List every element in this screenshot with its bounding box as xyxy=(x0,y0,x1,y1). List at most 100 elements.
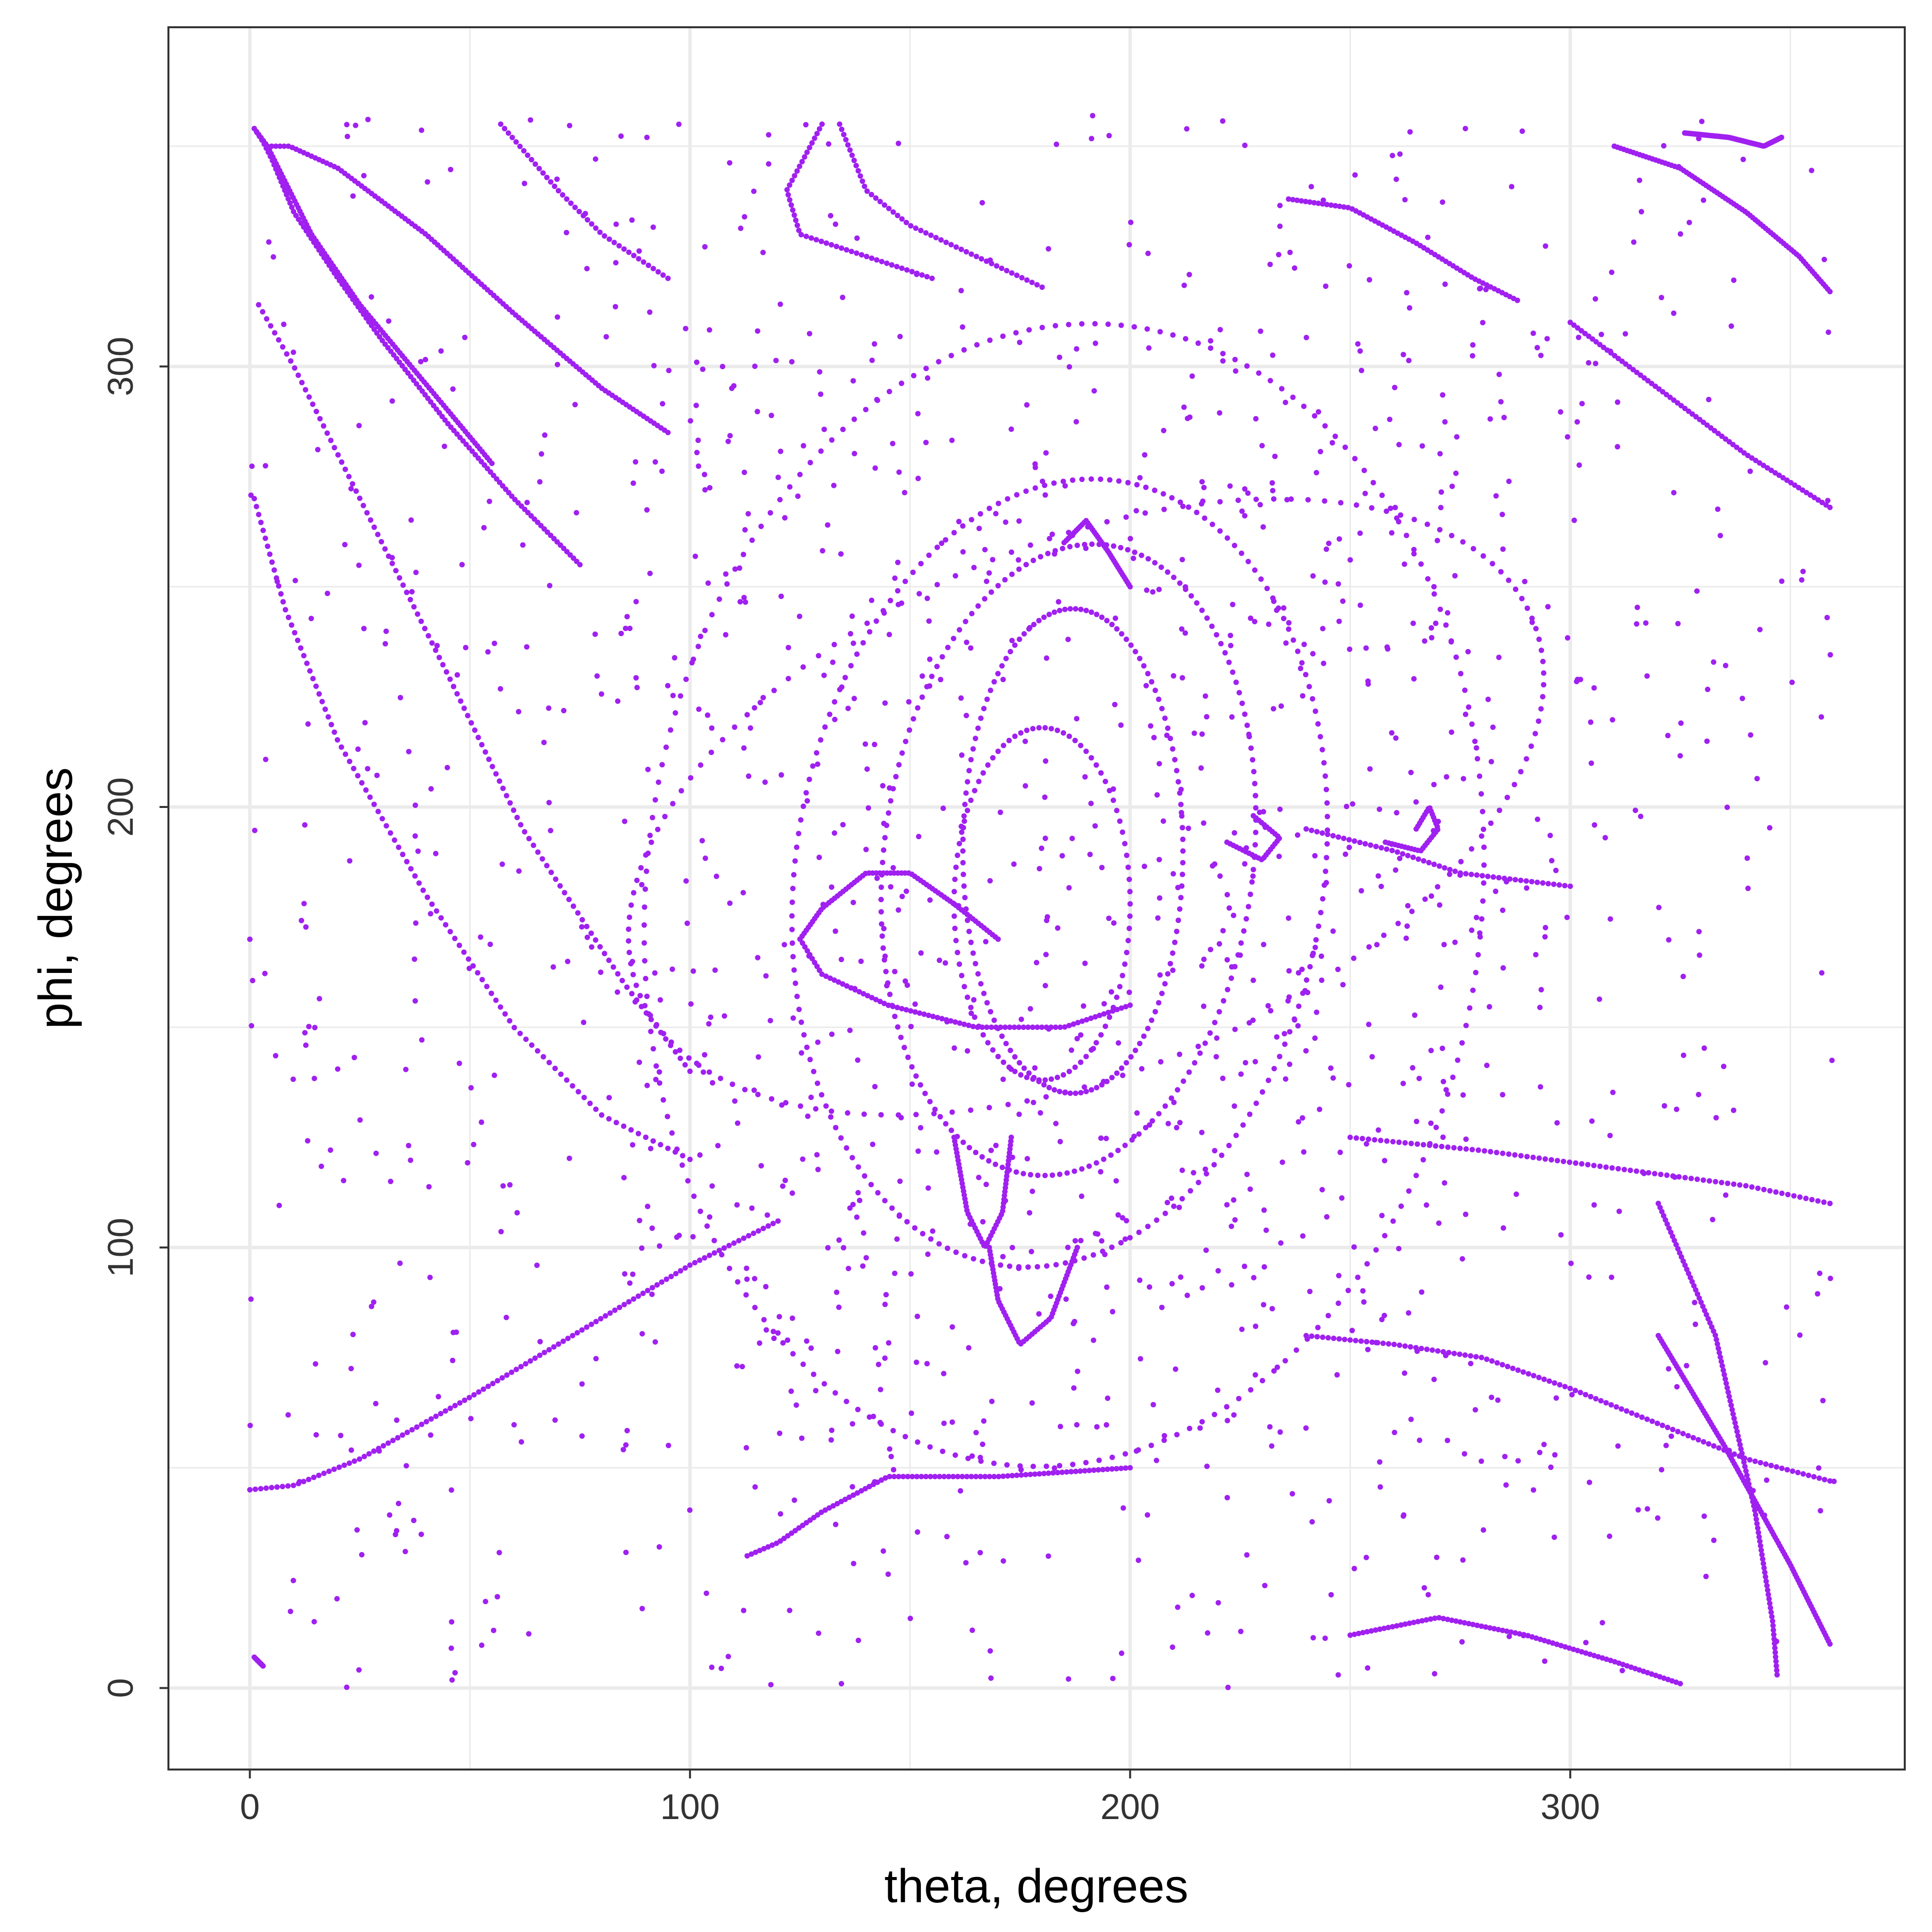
x-axis: 0 100 200 300 xyxy=(240,1770,1600,1827)
scatter-point xyxy=(966,1345,971,1351)
scatter-point xyxy=(941,1371,947,1377)
scatter-point xyxy=(951,530,957,536)
scatter-point xyxy=(777,301,783,307)
scatter-point xyxy=(1152,688,1158,694)
scatter-point xyxy=(1597,1163,1603,1169)
scatter-point xyxy=(956,519,962,525)
scatter-point xyxy=(1417,1437,1423,1443)
scatter-point xyxy=(1484,1356,1490,1362)
scatter-point xyxy=(1484,1063,1490,1069)
scatter-point xyxy=(1082,961,1088,966)
scatter-point xyxy=(1250,977,1256,983)
scatter-point xyxy=(1609,1274,1614,1280)
scatter-point xyxy=(850,1155,855,1161)
scatter-point xyxy=(1001,1059,1007,1065)
scatter-point xyxy=(526,1631,532,1637)
scatter-point xyxy=(963,906,969,912)
scatter-point xyxy=(1309,827,1314,833)
scatter-point xyxy=(615,698,621,704)
scatter-point xyxy=(1462,1352,1468,1358)
scatter-point xyxy=(528,1358,534,1364)
scatter-point xyxy=(845,1110,851,1116)
scatter-point xyxy=(1449,533,1454,538)
scatter-point xyxy=(1202,515,1208,521)
scatter-point xyxy=(1731,1451,1737,1457)
scatter-point xyxy=(1593,339,1599,345)
scatter-point xyxy=(418,1531,424,1537)
scatter-point xyxy=(802,944,808,950)
scatter-point xyxy=(1195,1180,1201,1185)
scatter-point xyxy=(397,1260,403,1266)
scatter-point xyxy=(1232,357,1238,363)
scatter-point xyxy=(1282,1031,1288,1037)
scatter-point xyxy=(913,1073,919,1079)
scatter-point xyxy=(1109,1074,1115,1080)
scatter-point xyxy=(1218,641,1224,646)
scatter-point xyxy=(1538,706,1544,712)
scatter-point xyxy=(1233,679,1239,685)
scatter-point xyxy=(963,790,969,796)
scatter-point xyxy=(1072,1064,1078,1070)
scatter-point xyxy=(356,1667,362,1673)
scatter-point xyxy=(937,1114,943,1120)
scatter-point xyxy=(1429,893,1434,899)
scatter-point xyxy=(787,1608,793,1613)
scatter-point xyxy=(647,832,653,838)
scatter-point xyxy=(890,440,896,446)
scatter-point xyxy=(1180,675,1185,681)
scatter-point xyxy=(1061,1072,1067,1078)
scatter-point xyxy=(1314,829,1320,835)
scatter-point xyxy=(1487,1625,1493,1631)
scatter-point xyxy=(851,641,857,646)
scatter-point xyxy=(1309,1333,1315,1339)
scatter-point xyxy=(1018,1467,1024,1473)
scatter-point xyxy=(1139,1066,1145,1072)
scatter-point xyxy=(925,375,930,381)
scatter-point xyxy=(1825,329,1831,335)
scatter-point xyxy=(1261,942,1267,948)
scatter-point xyxy=(665,683,671,689)
scatter-point xyxy=(1145,671,1151,677)
scatter-point xyxy=(1362,490,1368,496)
scatter-point xyxy=(636,248,642,254)
scatter-point xyxy=(1168,961,1173,966)
scatter-point xyxy=(1437,451,1443,457)
scatter-point xyxy=(962,802,968,807)
scatter-point xyxy=(1229,975,1234,981)
scatter-point xyxy=(1461,1451,1467,1457)
scatter-point xyxy=(930,1014,936,1020)
scatter-point xyxy=(425,179,430,185)
scatter-point xyxy=(949,1324,955,1330)
scatter-point xyxy=(297,1479,303,1485)
scatter-point xyxy=(628,1127,634,1133)
scatter-point xyxy=(641,922,647,928)
scatter-point xyxy=(676,1233,682,1238)
scatter-point xyxy=(1706,397,1712,402)
scatter-point xyxy=(1225,1684,1231,1690)
scatter-point xyxy=(832,1390,838,1396)
scatter-point xyxy=(1704,738,1710,744)
scatter-point xyxy=(893,774,899,780)
scatter-point xyxy=(957,627,963,633)
scatter-point xyxy=(911,373,916,378)
scatter-point xyxy=(1078,1193,1084,1199)
scatter-point xyxy=(871,341,877,347)
scatter-point xyxy=(344,122,350,127)
scatter-point xyxy=(806,953,812,959)
scatter-point xyxy=(304,660,310,666)
scatter-point xyxy=(630,971,636,977)
scatter-point xyxy=(819,971,825,977)
scatter-point xyxy=(951,913,957,919)
scatter-point xyxy=(1324,800,1330,806)
scatter-point xyxy=(1325,1335,1331,1341)
scatter-point xyxy=(1823,502,1829,508)
scatter-point xyxy=(1204,615,1210,621)
scatter-point xyxy=(815,1630,821,1636)
scatter-point xyxy=(422,626,428,632)
scatter-point xyxy=(1378,883,1384,889)
scatter-point xyxy=(1518,1153,1524,1159)
scatter-point xyxy=(497,686,503,692)
scatter-point xyxy=(1355,341,1361,347)
scatter-point xyxy=(1154,1457,1159,1463)
scatter-point xyxy=(1052,1465,1058,1471)
